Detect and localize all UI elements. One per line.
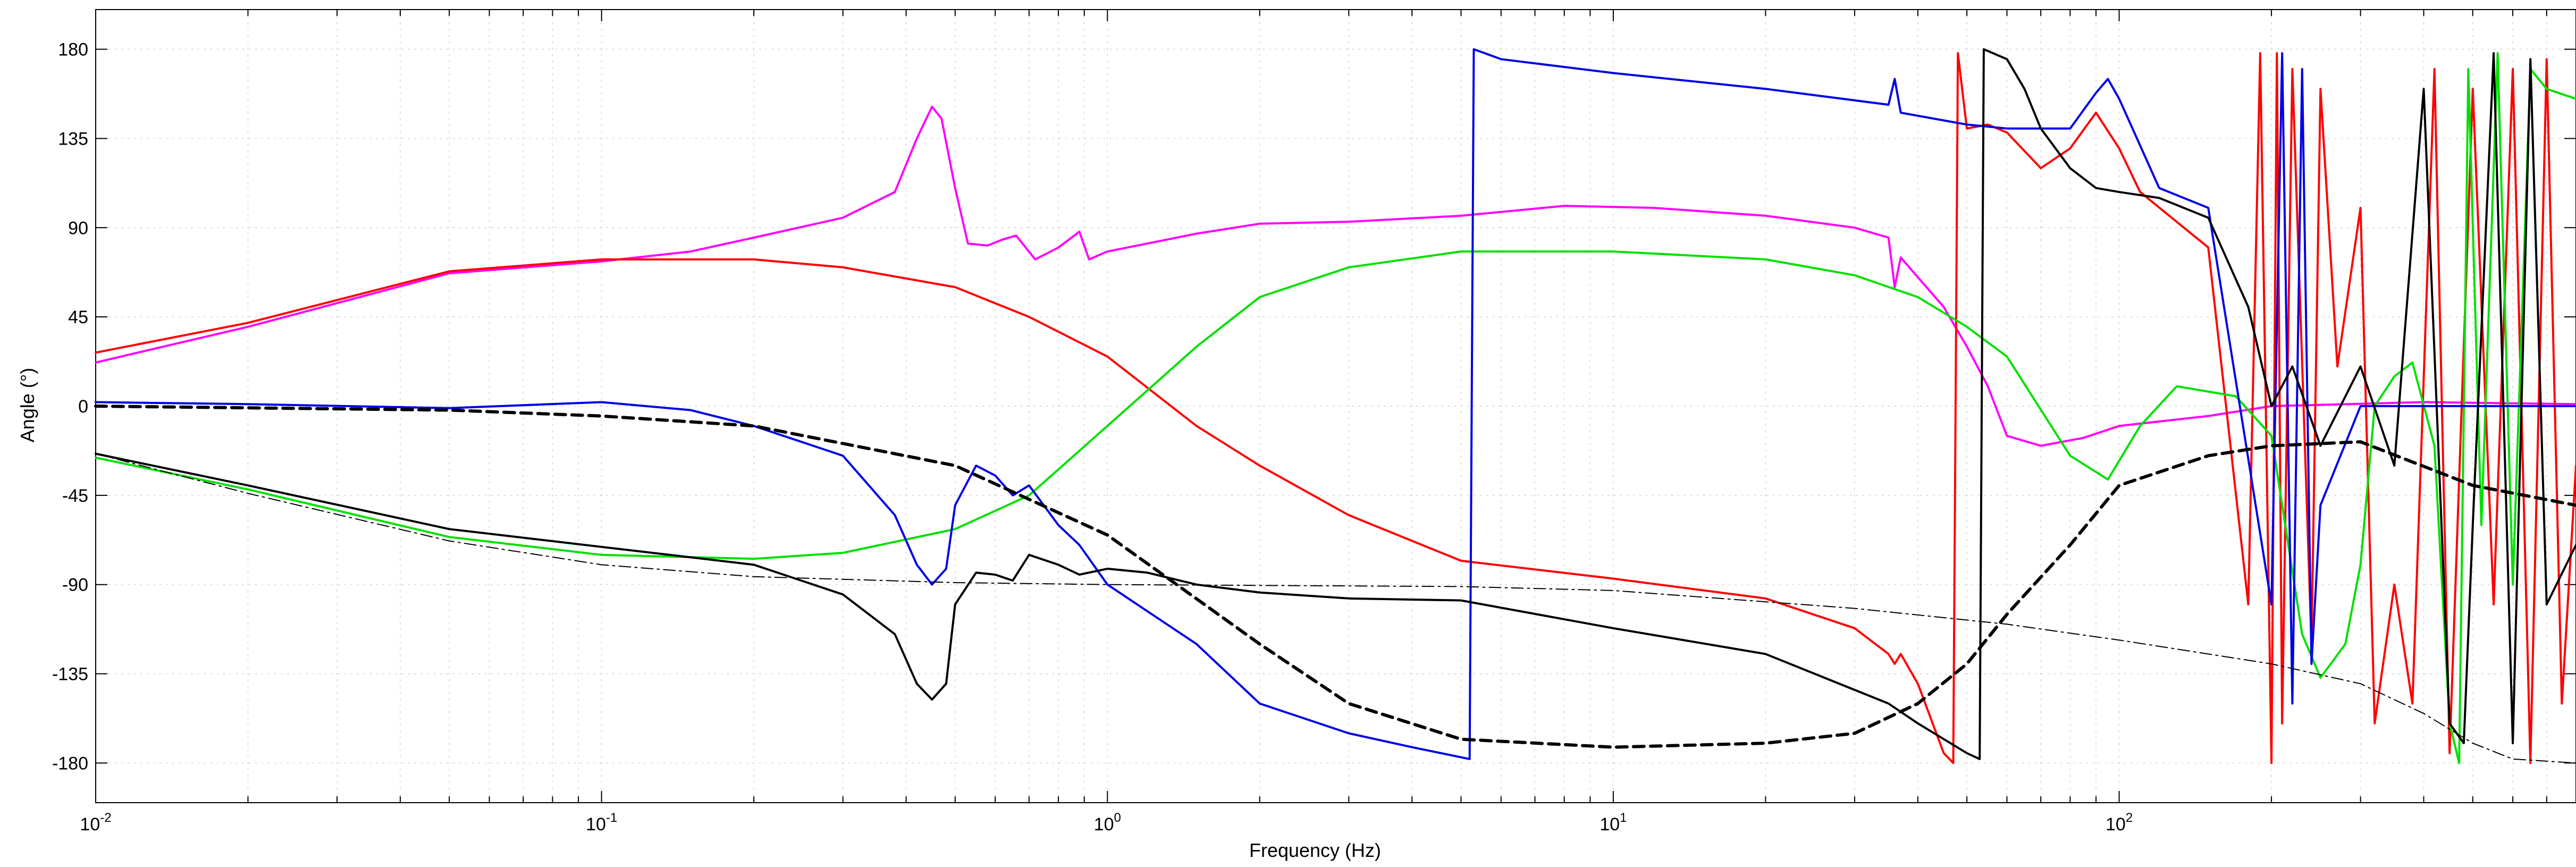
x-tick-label: 10-2 [80, 811, 111, 835]
series-group [94, 48, 2576, 764]
y-tick-label: -90 [62, 575, 88, 595]
y-tick-label: 45 [68, 307, 88, 327]
plot-area-border [95, 9, 2576, 803]
plot-frame [95, 9, 2576, 803]
series-line-5 [95, 48, 2576, 760]
x-tick-label: 10-1 [586, 811, 617, 835]
x-axis-ticks: 10-2 10-1 100 101 102 [80, 10, 2576, 835]
series-line-4 [95, 48, 2576, 760]
y-tick-label: -135 [52, 664, 88, 685]
series-line-3 [95, 52, 2576, 764]
x-tick-label: 102 [2106, 811, 2133, 835]
series-line-2 [95, 52, 2576, 764]
chart-grid [95, 10, 2576, 803]
series-line-1 [95, 105, 2576, 447]
x-tick-label: 100 [1094, 811, 1121, 835]
series-line-7 [95, 453, 2576, 764]
y-tick-label: 90 [68, 218, 88, 238]
y-axis-label: Angle (°) [16, 368, 38, 442]
series-line-6 [94, 405, 2576, 749]
y-tick-label: -180 [52, 753, 88, 773]
y-axis-ticks: 180 135 90 45 0 -45 -90 -135 -180 [52, 40, 2576, 773]
y-tick-label: 0 [78, 397, 88, 417]
y-tick-label: 180 [58, 40, 88, 60]
y-tick-label: -45 [62, 486, 88, 506]
y-tick-label: 135 [58, 129, 88, 149]
x-axis-label: Frequency (Hz) [1249, 839, 1381, 861]
x-tick-label: 101 [1600, 811, 1627, 835]
